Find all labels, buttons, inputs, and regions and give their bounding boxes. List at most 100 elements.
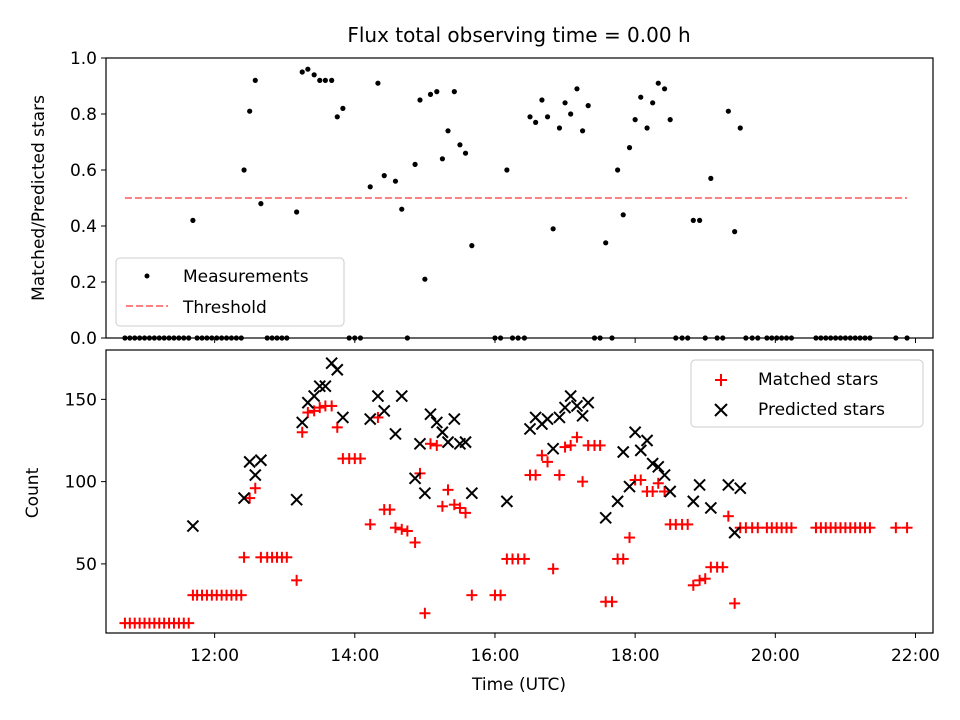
matched-star-point xyxy=(577,476,589,488)
predicted-star-point xyxy=(364,412,377,426)
measurement-point xyxy=(585,103,591,109)
matched-star-point xyxy=(448,499,460,511)
predicted-star-point xyxy=(254,454,268,467)
top-legend: Measurements Threshold xyxy=(115,257,345,327)
matched-star-point xyxy=(466,589,478,601)
matched-star-point xyxy=(617,553,629,565)
predicted-star-point xyxy=(336,411,350,424)
matched-star-point xyxy=(542,456,554,468)
predicted-star-point xyxy=(693,478,706,492)
predicted-star-point xyxy=(319,379,332,393)
measurement-point xyxy=(568,111,574,117)
predicted-star-point xyxy=(704,501,718,515)
measurement-point xyxy=(732,229,738,235)
measurement-point xyxy=(294,209,300,215)
matched-star-point xyxy=(647,486,659,497)
measurement-point xyxy=(574,86,580,92)
legend-measurements-label: Measurements xyxy=(183,267,309,287)
predicted-star-point xyxy=(465,486,479,500)
measurement-point xyxy=(375,80,381,86)
predicted-star-point xyxy=(395,389,408,403)
matched-star-point xyxy=(785,522,797,534)
top-y-tick-label: 0.4 xyxy=(70,217,97,237)
matched-star-point xyxy=(890,522,902,534)
matched-star-point xyxy=(442,484,454,496)
measurement-point xyxy=(544,114,551,120)
measurement-point xyxy=(190,217,196,223)
matched-star-point xyxy=(235,589,247,601)
top-y-tick-label: 1.0 xyxy=(70,49,97,69)
predicted-star-point xyxy=(459,435,472,449)
matched-star-point xyxy=(606,596,618,608)
predicted-star-point xyxy=(546,442,560,455)
predicted-star-point xyxy=(523,422,537,436)
measurement-point xyxy=(457,142,463,148)
matched-star-point xyxy=(536,449,548,461)
matched-star-point xyxy=(553,469,565,481)
matched-star-point xyxy=(409,537,421,549)
predicted-star-point xyxy=(553,411,566,424)
matched-star-point xyxy=(559,441,571,453)
measurement-point xyxy=(550,226,556,232)
legend-threshold-label: Threshold xyxy=(182,298,267,318)
predicted-star-point xyxy=(570,399,584,413)
measurement-point xyxy=(412,161,418,167)
matched-star-point xyxy=(431,439,443,451)
measurement-point xyxy=(626,145,633,151)
legend-matched-marker xyxy=(715,374,727,386)
bottom-y-tick-label: 150 xyxy=(65,390,97,410)
top-y-axis-label: Matched/Predicted stars xyxy=(29,95,49,301)
predicted-star-point xyxy=(296,416,309,429)
matched-star-point xyxy=(518,553,530,565)
measurement-point xyxy=(644,125,650,131)
matched-star-point xyxy=(396,523,408,535)
matched-star-point xyxy=(384,504,396,516)
predicted-star-point xyxy=(541,412,554,426)
matched-star-point xyxy=(308,405,320,417)
predicted-star-point xyxy=(418,486,432,500)
matched-star-point xyxy=(281,551,293,563)
matched-star-point xyxy=(389,522,401,534)
predicted-star-point xyxy=(436,426,449,439)
matched-star-point xyxy=(717,561,729,573)
matched-star-point xyxy=(635,474,647,486)
predicted-star-point xyxy=(728,526,741,539)
matched-star-point xyxy=(244,492,256,504)
predicted-star-point xyxy=(307,389,321,403)
measurement-point xyxy=(439,156,446,162)
matched-star-point xyxy=(364,518,376,530)
legend-predicted-marker xyxy=(714,403,728,417)
measurement-point xyxy=(527,114,533,120)
predicted-star-point xyxy=(652,460,665,474)
top-axes-frame xyxy=(105,57,934,339)
predicted-star-point xyxy=(448,412,461,426)
predicted-star-point xyxy=(313,379,326,393)
x-tick-label: 18:00 xyxy=(611,646,660,666)
matched-star-point xyxy=(864,522,876,534)
bottom-marks xyxy=(119,356,913,629)
measurement-point xyxy=(579,128,586,134)
legend-measurements-marker xyxy=(144,273,150,279)
predicted-star-point xyxy=(378,404,391,418)
measurement-point xyxy=(311,72,317,78)
matched-star-point xyxy=(326,400,338,412)
predicted-star-point xyxy=(500,495,514,508)
measurement-point xyxy=(247,108,253,114)
measurement-point xyxy=(650,100,656,106)
bottom-y-axis-label: Count xyxy=(23,467,43,518)
measurement-point xyxy=(620,212,626,218)
predicted-star-point xyxy=(611,495,624,508)
measurement-point xyxy=(381,173,387,179)
matched-star-point xyxy=(699,573,711,585)
measurement-point xyxy=(469,243,475,249)
measurement-point xyxy=(638,94,644,100)
matched-star-point xyxy=(571,431,583,443)
x-tick-label: 14:00 xyxy=(330,646,379,666)
measurement-point xyxy=(422,276,428,282)
measurement-point xyxy=(615,167,621,173)
bottom-y-tick-label: 50 xyxy=(75,555,97,575)
measurement-point xyxy=(725,108,731,114)
measurement-point xyxy=(708,175,714,181)
measurement-point xyxy=(562,100,568,106)
